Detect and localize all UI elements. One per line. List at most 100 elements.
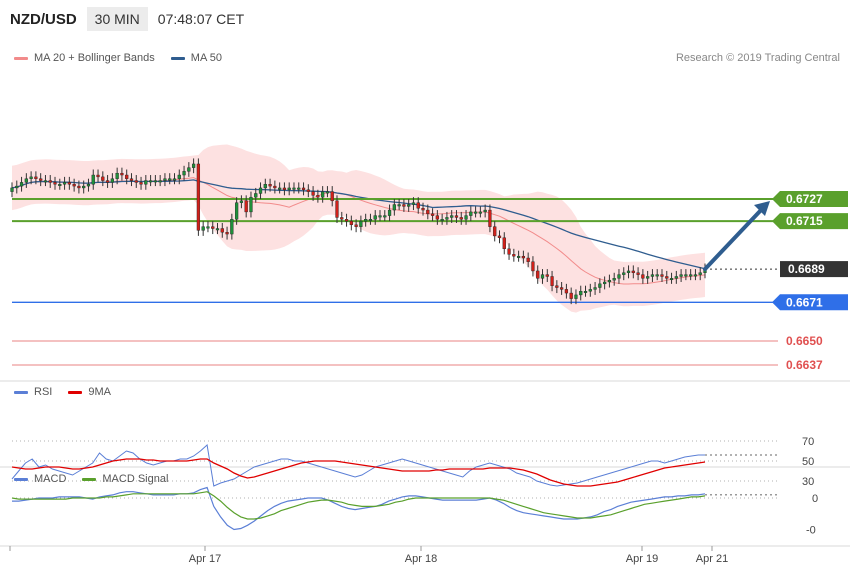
- legend-swatch-bollinger: [14, 56, 28, 60]
- candle-body-143: [693, 274, 698, 277]
- candle-body-94: [459, 217, 463, 220]
- candle-body-75: [368, 219, 373, 221]
- candle-body-54: [268, 184, 272, 187]
- rsi-tick-label-30: 30: [802, 476, 814, 488]
- candle-body-13: [72, 184, 76, 187]
- candle-body-120: [583, 291, 588, 293]
- candle-body-81: [397, 204, 401, 207]
- candle-body-41: [206, 226, 210, 229]
- candle-body-49: [244, 200, 248, 213]
- candle-body-85: [416, 202, 420, 209]
- legend-item-9ma: 9MA: [68, 386, 111, 398]
- candle-body-103: [502, 237, 506, 250]
- candle-body-67: [330, 191, 334, 202]
- candle-body-62: [306, 189, 310, 192]
- candle-body-47: [235, 202, 239, 220]
- legend-item-macd: MACD: [14, 473, 66, 485]
- candle-body-126: [612, 278, 616, 281]
- candle-body-36: [182, 171, 186, 176]
- candle-body-78: [383, 215, 387, 218]
- candle-body-64: [316, 195, 320, 198]
- candle-body-79: [387, 209, 392, 216]
- candle-body-138: [669, 278, 674, 281]
- candle-body-112: [545, 274, 549, 277]
- candle-body-116: [564, 289, 569, 294]
- support-label-4: 0.6650: [786, 334, 823, 348]
- candle-body-136: [660, 274, 664, 277]
- candle-body-117: [569, 292, 573, 299]
- candle-body-92: [450, 215, 454, 218]
- candle-body-90: [440, 219, 444, 221]
- candle-body-89: [435, 215, 439, 220]
- candle-body-55: [273, 185, 277, 189]
- candle-body-106: [516, 255, 521, 258]
- candle-body-23: [120, 172, 124, 176]
- candle-body-140: [679, 274, 683, 277]
- candle-body-18: [96, 174, 100, 178]
- candle-body-105: [512, 254, 516, 257]
- current-price-label: 0.6689: [788, 262, 825, 276]
- candle-body-71: [349, 220, 353, 226]
- candle-body-142: [689, 274, 693, 277]
- legend-item-bollinger: MA 20 + Bollinger Bands: [14, 52, 155, 64]
- candle-body-6: [39, 178, 43, 181]
- candle-body-38: [191, 163, 196, 168]
- candle-body-122: [593, 287, 597, 290]
- timeframe-badge[interactable]: 30 MIN: [86, 7, 148, 31]
- candle-body-135: [655, 274, 659, 277]
- chart-header: NZD/USD 30 MIN 07:48:07 CET: [0, 5, 254, 33]
- time-label: 07:48:07 CET: [157, 11, 245, 27]
- candle-body-84: [411, 202, 416, 205]
- candle-body-33: [168, 178, 172, 181]
- candle-body-51: [254, 193, 258, 198]
- candle-body-124: [603, 281, 607, 285]
- candle-body-32: [163, 178, 167, 181]
- candle-body-128: [622, 272, 626, 275]
- candle-body-99: [483, 209, 487, 213]
- macd-series-macd: [12, 486, 706, 531]
- candle-body-123: [598, 283, 602, 288]
- candle-body-61: [301, 187, 306, 190]
- candle-body-9: [53, 182, 57, 185]
- candle-body-3: [24, 178, 28, 183]
- candle-body-130: [631, 270, 635, 273]
- candle-body-98: [478, 211, 482, 214]
- candle-body-28: [144, 180, 148, 185]
- resistance-label-0: 0.6727: [786, 192, 823, 206]
- candle-body-34: [172, 178, 177, 181]
- candle-body-21: [110, 178, 114, 183]
- candle-body-43: [215, 228, 220, 231]
- legend-label-macd: MACD: [34, 473, 67, 485]
- candle-body-144: [698, 272, 702, 275]
- candle-body-50: [249, 196, 253, 213]
- price-legend: MA 20 + Bollinger Bands MA 50: [14, 52, 238, 64]
- ma50-line: [11, 179, 706, 270]
- candle-body-69: [340, 217, 344, 220]
- candle-body-108: [526, 257, 530, 262]
- legend-label-9ma: 9MA: [88, 386, 111, 398]
- candle-body-80: [392, 204, 396, 211]
- candle-body-72: [354, 224, 358, 227]
- candle-body-96: [469, 211, 473, 216]
- rsi-tick-label-50: 50: [802, 456, 814, 468]
- candle-body-58: [287, 187, 291, 190]
- candle-body-74: [364, 219, 368, 222]
- legend-swatch-9ma: [68, 390, 83, 394]
- pivot-label: 0.6671: [786, 295, 823, 309]
- candle-body-57: [282, 187, 287, 190]
- rsi-tick-label-70: 70: [802, 436, 814, 448]
- candle-body-113: [550, 276, 554, 286]
- candle-body-20: [105, 180, 110, 183]
- candle-body-46: [230, 219, 234, 235]
- x-tick-label-0: Apr 17: [189, 553, 221, 565]
- legend-label-bollinger: MA 20 + Bollinger Bands: [34, 52, 155, 64]
- candle-body-24: [125, 174, 129, 179]
- candle-body-97: [473, 211, 478, 214]
- candle-body-107: [521, 255, 526, 259]
- candle-body-40: [201, 226, 205, 231]
- x-tick-label-3: Apr 21: [696, 553, 728, 565]
- candle-body-48: [239, 200, 244, 203]
- legend-label-ma50: MA 50: [190, 52, 222, 64]
- support-label-5: 0.6637: [786, 358, 823, 372]
